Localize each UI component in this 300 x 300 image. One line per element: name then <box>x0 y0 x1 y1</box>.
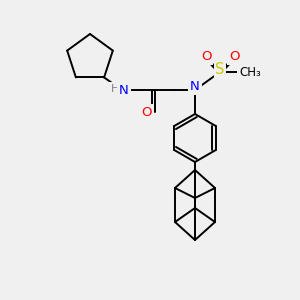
Text: H: H <box>111 84 119 94</box>
Text: CH₃: CH₃ <box>239 65 261 79</box>
Text: O: O <box>229 50 239 64</box>
Text: S: S <box>215 62 225 77</box>
Text: O: O <box>141 106 151 118</box>
Text: N: N <box>119 83 129 97</box>
Text: O: O <box>201 50 211 64</box>
Text: N: N <box>190 80 200 94</box>
